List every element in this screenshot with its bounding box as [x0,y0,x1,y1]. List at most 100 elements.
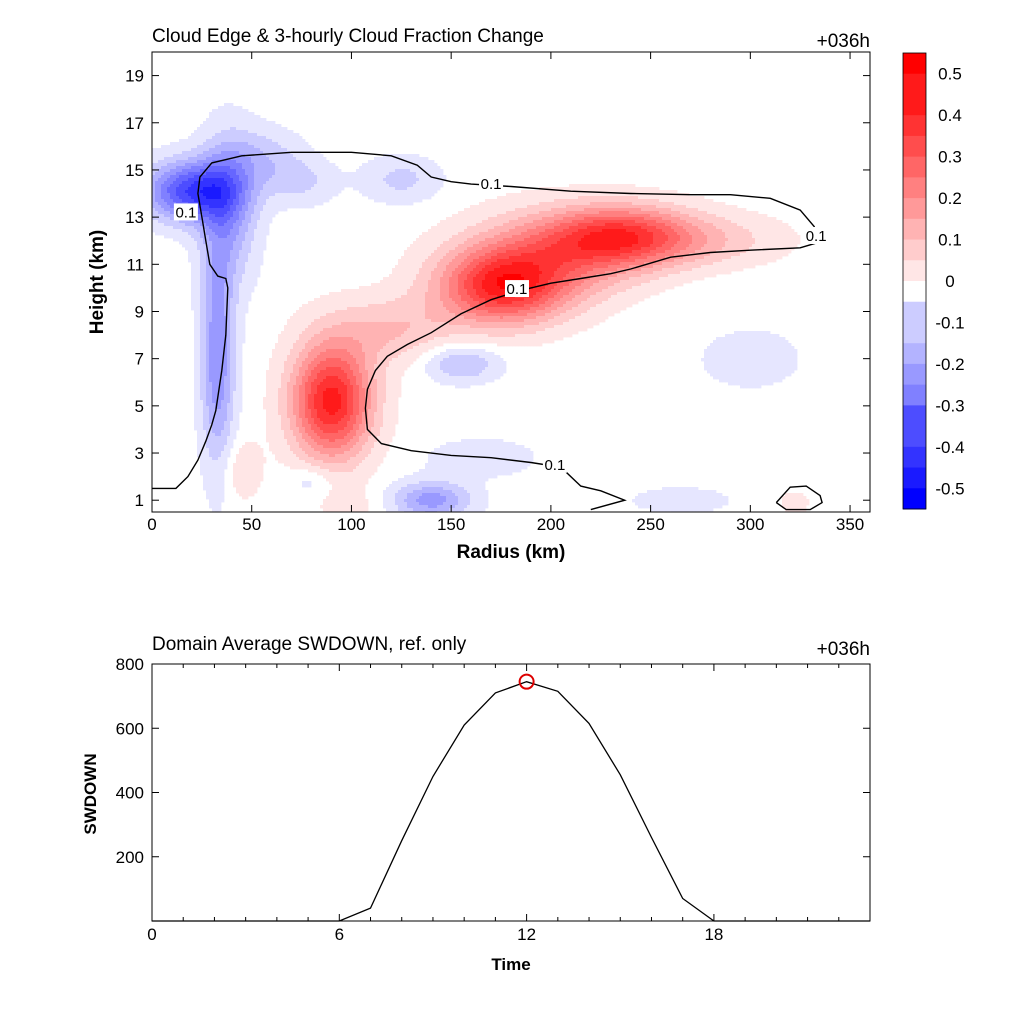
heatmap-cell [212,166,216,170]
heatmap-cell [659,238,663,242]
heatmap-cell [584,247,588,251]
heatmap-cell [497,238,501,242]
heatmap-cell [218,229,222,233]
heatmap-cell [248,247,252,251]
heatmap-cell [275,205,279,209]
heatmap-cell [722,253,726,257]
heatmap-cell [527,247,531,251]
heatmap-cell [194,172,198,176]
heatmap-cell [662,223,666,227]
heatmap-cell [413,184,417,188]
heatmap-cell [593,193,597,197]
heatmap-cell [443,175,447,179]
heatmap-cell [281,187,285,191]
heatmap-cell [662,235,666,239]
heatmap-cell [185,172,189,176]
heatmap-cell [500,202,504,206]
heatmap-cell [647,187,651,191]
heatmap-cell [185,193,189,197]
heatmap-cell [530,190,534,194]
heatmap-cell [335,166,339,170]
heatmap-cell [503,229,507,233]
heatmap-cell [287,142,291,146]
heatmap-cell [257,223,261,227]
heatmap-cell [581,253,585,257]
heatmap-cell [377,190,381,194]
heatmap-cell [248,190,252,194]
heatmap-cell [623,199,627,203]
heatmap-cell [614,220,618,224]
heatmap-cell [155,190,159,194]
heatmap-cell [194,136,198,140]
heatmap-cell [383,190,387,194]
heatmap-cell [551,244,555,248]
heatmap-cell [680,232,684,236]
heatmap-cell [161,220,165,224]
heatmap-cell [692,244,696,248]
heatmap-cell [689,211,693,215]
heatmap-cell [425,178,429,182]
heatmap-cell [215,169,219,173]
heatmap-cell [773,217,777,221]
heatmap-cell [269,181,273,185]
heatmap-cell [356,184,360,188]
heatmap-cell [296,193,300,197]
heatmap-cell [674,235,678,239]
heatmap-cell [566,196,570,200]
heatmap-cell [164,202,168,206]
heatmap-cell [194,184,198,188]
heatmap-cell [371,172,375,176]
heatmap-cell [239,214,243,218]
heatmap-cell [686,247,690,251]
heatmap-cell [602,226,606,230]
heatmap-cell [536,214,540,218]
heatmap-cell [266,190,270,194]
heatmap-cell [275,172,279,176]
heatmap-cell [188,190,192,194]
heatmap-cell [305,169,309,173]
heatmap-cell [521,223,525,227]
heatmap-cell [692,214,696,218]
heatmap-cell [746,223,750,227]
heatmap-cell [182,190,186,194]
heatmap-cell [317,157,321,161]
heatmap-cell [299,160,303,164]
heatmap-cell [557,202,561,206]
heatmap-cell [269,133,273,137]
heatmap-cell [263,247,267,251]
heatmap-cell [629,220,633,224]
heatmap-cell [713,229,717,233]
heatmap-cell [614,244,618,248]
heatmap-cell [674,226,678,230]
heatmap-cell [416,190,420,194]
heatmap-cell [638,244,642,248]
heatmap-cell [428,241,432,245]
heatmap-cell [671,214,675,218]
heatmap-cell [236,250,240,254]
heatmap-cell [710,253,714,257]
heatmap-cell [557,241,561,245]
heatmap-cell [233,160,237,164]
heatmap-cell [209,208,213,212]
heatmap-cell [191,175,195,179]
heatmap-cell [212,157,216,161]
heatmap-cell [245,139,249,143]
heatmap-cell [389,202,393,206]
heatmap-cell [512,253,516,257]
heatmap-cell [281,178,285,182]
heatmap-cell [608,250,612,254]
heatmap-cell [221,229,225,233]
heatmap-cell [596,235,600,239]
heatmap-cell [590,214,594,218]
heatmap-cell [689,205,693,209]
heatmap-cell [320,154,324,158]
heatmap-cell [428,193,432,197]
heatmap-cell [263,190,267,194]
heatmap-cell [434,181,438,185]
heatmap-cell [230,145,234,149]
heatmap-cell [209,211,213,215]
heatmap-cell [566,241,570,245]
heatmap-cell [701,214,705,218]
heatmap-cell [257,178,261,182]
heatmap-cell [467,214,471,218]
